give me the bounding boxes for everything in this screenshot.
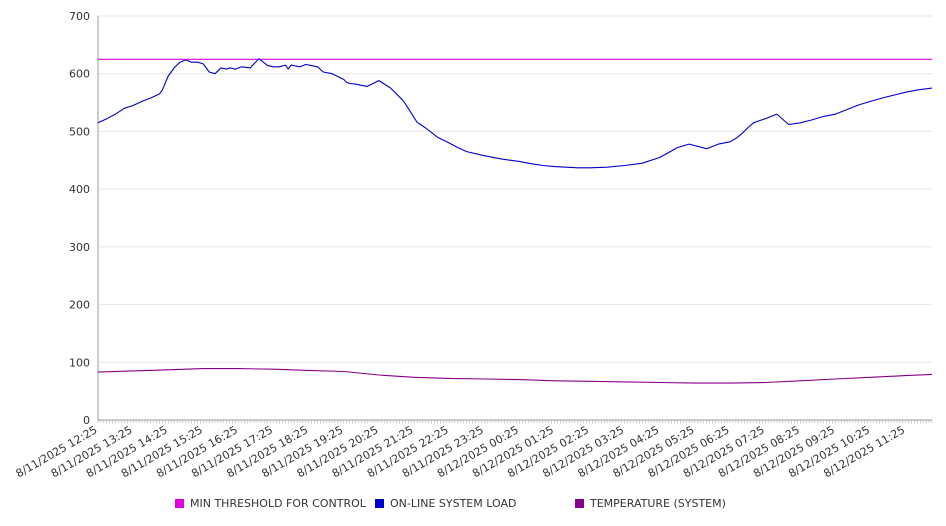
axes [97,16,933,423]
x-tick-labels: 8/11/2025 12:258/11/2025 13:258/11/2025 … [14,423,907,480]
legend-swatch-temperature [575,499,584,508]
y-tick-label: 500 [69,125,90,138]
y-tick-labels: 0 100 200 300 400 500 600 700 [69,10,90,427]
y-tick-label: 400 [69,183,90,196]
legend-item-min-threshold[interactable]: MIN THRESHOLD FOR CONTROL [175,497,366,510]
series-lines [97,58,933,384]
series-line-system-load [97,58,933,169]
legend-label-temperature: TEMPERATURE (SYSTEM) [590,497,726,510]
series-line-temperature [97,368,933,384]
y-tick-label: 700 [69,10,90,23]
y-tick-label: 300 [69,241,90,254]
y-tick-label: 600 [69,68,90,81]
grid-lines [98,15,932,421]
y-tick-label: 200 [69,299,90,312]
y-tick-label: 0 [83,414,90,427]
y-tick-label: 100 [69,356,90,369]
legend-item-system-load[interactable]: ON-LINE SYSTEM LOAD [375,497,516,510]
legend-label-min-threshold: MIN THRESHOLD FOR CONTROL [190,497,366,510]
legend-swatch-system-load [375,499,384,508]
legend-item-temperature[interactable]: TEMPERATURE (SYSTEM) [575,497,726,510]
legend-label-system-load: ON-LINE SYSTEM LOAD [390,497,517,510]
legend: MIN THRESHOLD FOR CONTROL ON-LINE SYSTEM… [0,497,946,515]
legend-swatch-min-threshold [175,499,184,508]
